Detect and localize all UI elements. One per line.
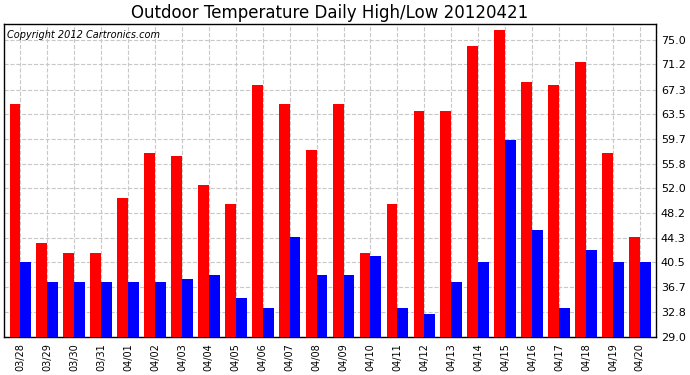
- Bar: [640, 262, 651, 337]
- Bar: [144, 153, 155, 337]
- Bar: [532, 230, 543, 337]
- Bar: [317, 275, 327, 337]
- Bar: [575, 63, 586, 337]
- Bar: [236, 298, 246, 337]
- Bar: [505, 140, 516, 337]
- Bar: [128, 282, 139, 337]
- Bar: [10, 104, 20, 337]
- Bar: [467, 46, 478, 337]
- Bar: [397, 308, 408, 337]
- Bar: [209, 275, 219, 337]
- Bar: [386, 204, 397, 337]
- Bar: [47, 282, 58, 337]
- Bar: [333, 104, 344, 337]
- Bar: [549, 85, 559, 337]
- Bar: [171, 156, 182, 337]
- Bar: [117, 198, 128, 337]
- Bar: [371, 256, 382, 337]
- Bar: [263, 308, 273, 337]
- Bar: [20, 262, 31, 337]
- Bar: [63, 253, 75, 337]
- Bar: [279, 104, 290, 337]
- Bar: [440, 111, 451, 337]
- Bar: [75, 282, 85, 337]
- Text: Copyright 2012 Cartronics.com: Copyright 2012 Cartronics.com: [8, 30, 161, 40]
- Bar: [522, 82, 532, 337]
- Bar: [559, 308, 570, 337]
- Bar: [225, 204, 236, 337]
- Bar: [101, 282, 112, 337]
- Bar: [90, 253, 101, 337]
- Bar: [155, 282, 166, 337]
- Bar: [586, 250, 597, 337]
- Bar: [613, 262, 624, 337]
- Bar: [198, 185, 209, 337]
- Bar: [290, 237, 300, 337]
- Bar: [344, 275, 354, 337]
- Bar: [494, 30, 505, 337]
- Bar: [629, 237, 640, 337]
- Bar: [359, 253, 371, 337]
- Bar: [252, 85, 263, 337]
- Bar: [424, 314, 435, 337]
- Bar: [451, 282, 462, 337]
- Bar: [413, 111, 424, 337]
- Bar: [306, 150, 317, 337]
- Title: Outdoor Temperature Daily High/Low 20120421: Outdoor Temperature Daily High/Low 20120…: [131, 4, 529, 22]
- Bar: [602, 153, 613, 337]
- Bar: [478, 262, 489, 337]
- Bar: [182, 279, 193, 337]
- Bar: [37, 243, 47, 337]
